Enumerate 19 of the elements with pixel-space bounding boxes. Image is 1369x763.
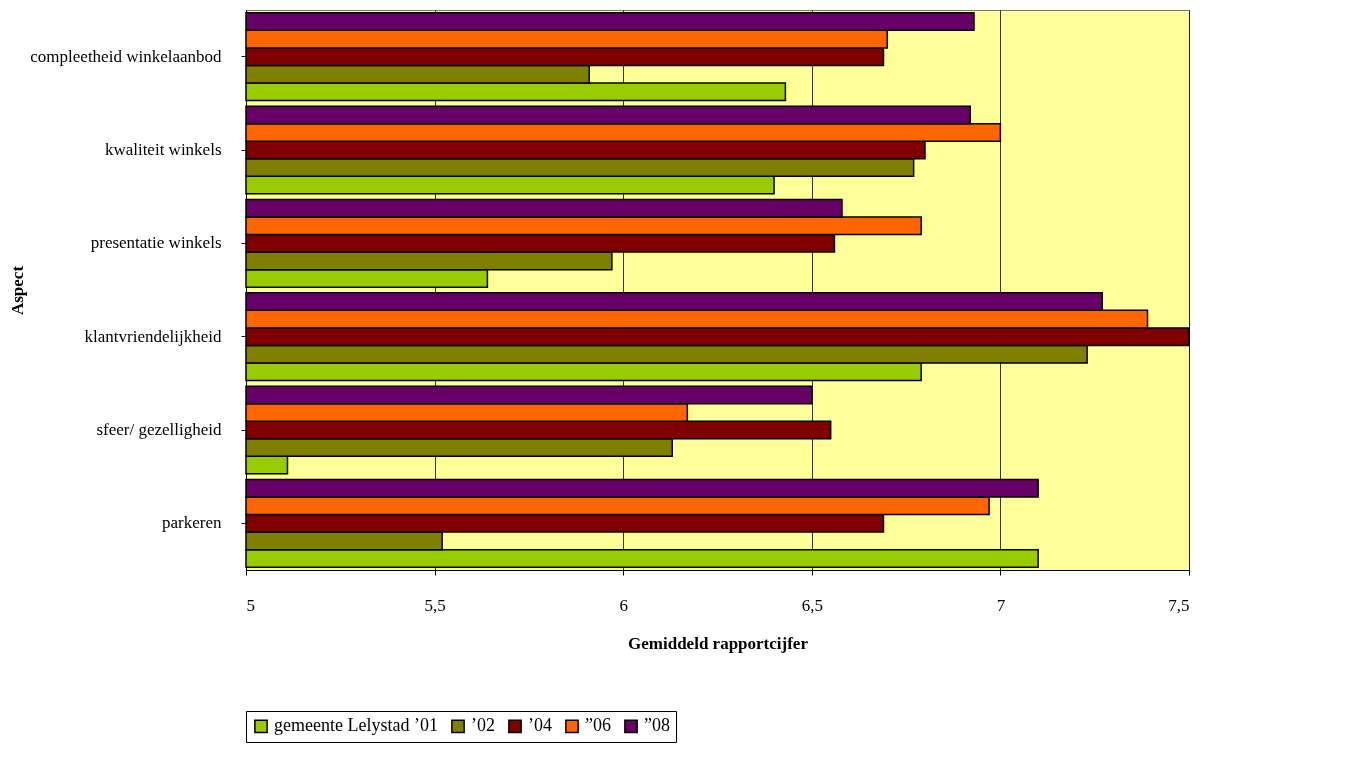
y-tick-label: compleetheid winkelaanbod <box>30 46 222 66</box>
y-tick-label: klantvriendelijkheid <box>84 326 222 346</box>
y-tick-label: sfeer/ gezelligheid <box>96 420 222 439</box>
y-tick-label: parkeren <box>162 513 222 533</box>
legend-label: ’02 <box>471 715 495 736</box>
x-tick-label: 6,5 <box>801 595 823 615</box>
x-tick-label: 5 <box>246 595 255 615</box>
x-tick-label: 7,5 <box>1168 595 1190 615</box>
legend-label: ”06 <box>585 715 611 736</box>
x-axis-title: Gemiddeld rapportcijfer <box>628 633 809 653</box>
y-tick-label: kwaliteit winkels <box>104 140 222 159</box>
x-tick-label: 6 <box>619 595 628 615</box>
legend-label: ”08 <box>644 715 670 736</box>
y-axis-title: Aspect <box>7 265 27 316</box>
y-tick-label: presentatie winkels <box>90 233 222 253</box>
legend-label: gemeente Lelystad ’01 <box>274 715 438 736</box>
x-tick-label: 5,5 <box>424 595 446 615</box>
legend-label: ’04 <box>528 715 552 736</box>
x-tick-label: 7 <box>996 595 1006 615</box>
